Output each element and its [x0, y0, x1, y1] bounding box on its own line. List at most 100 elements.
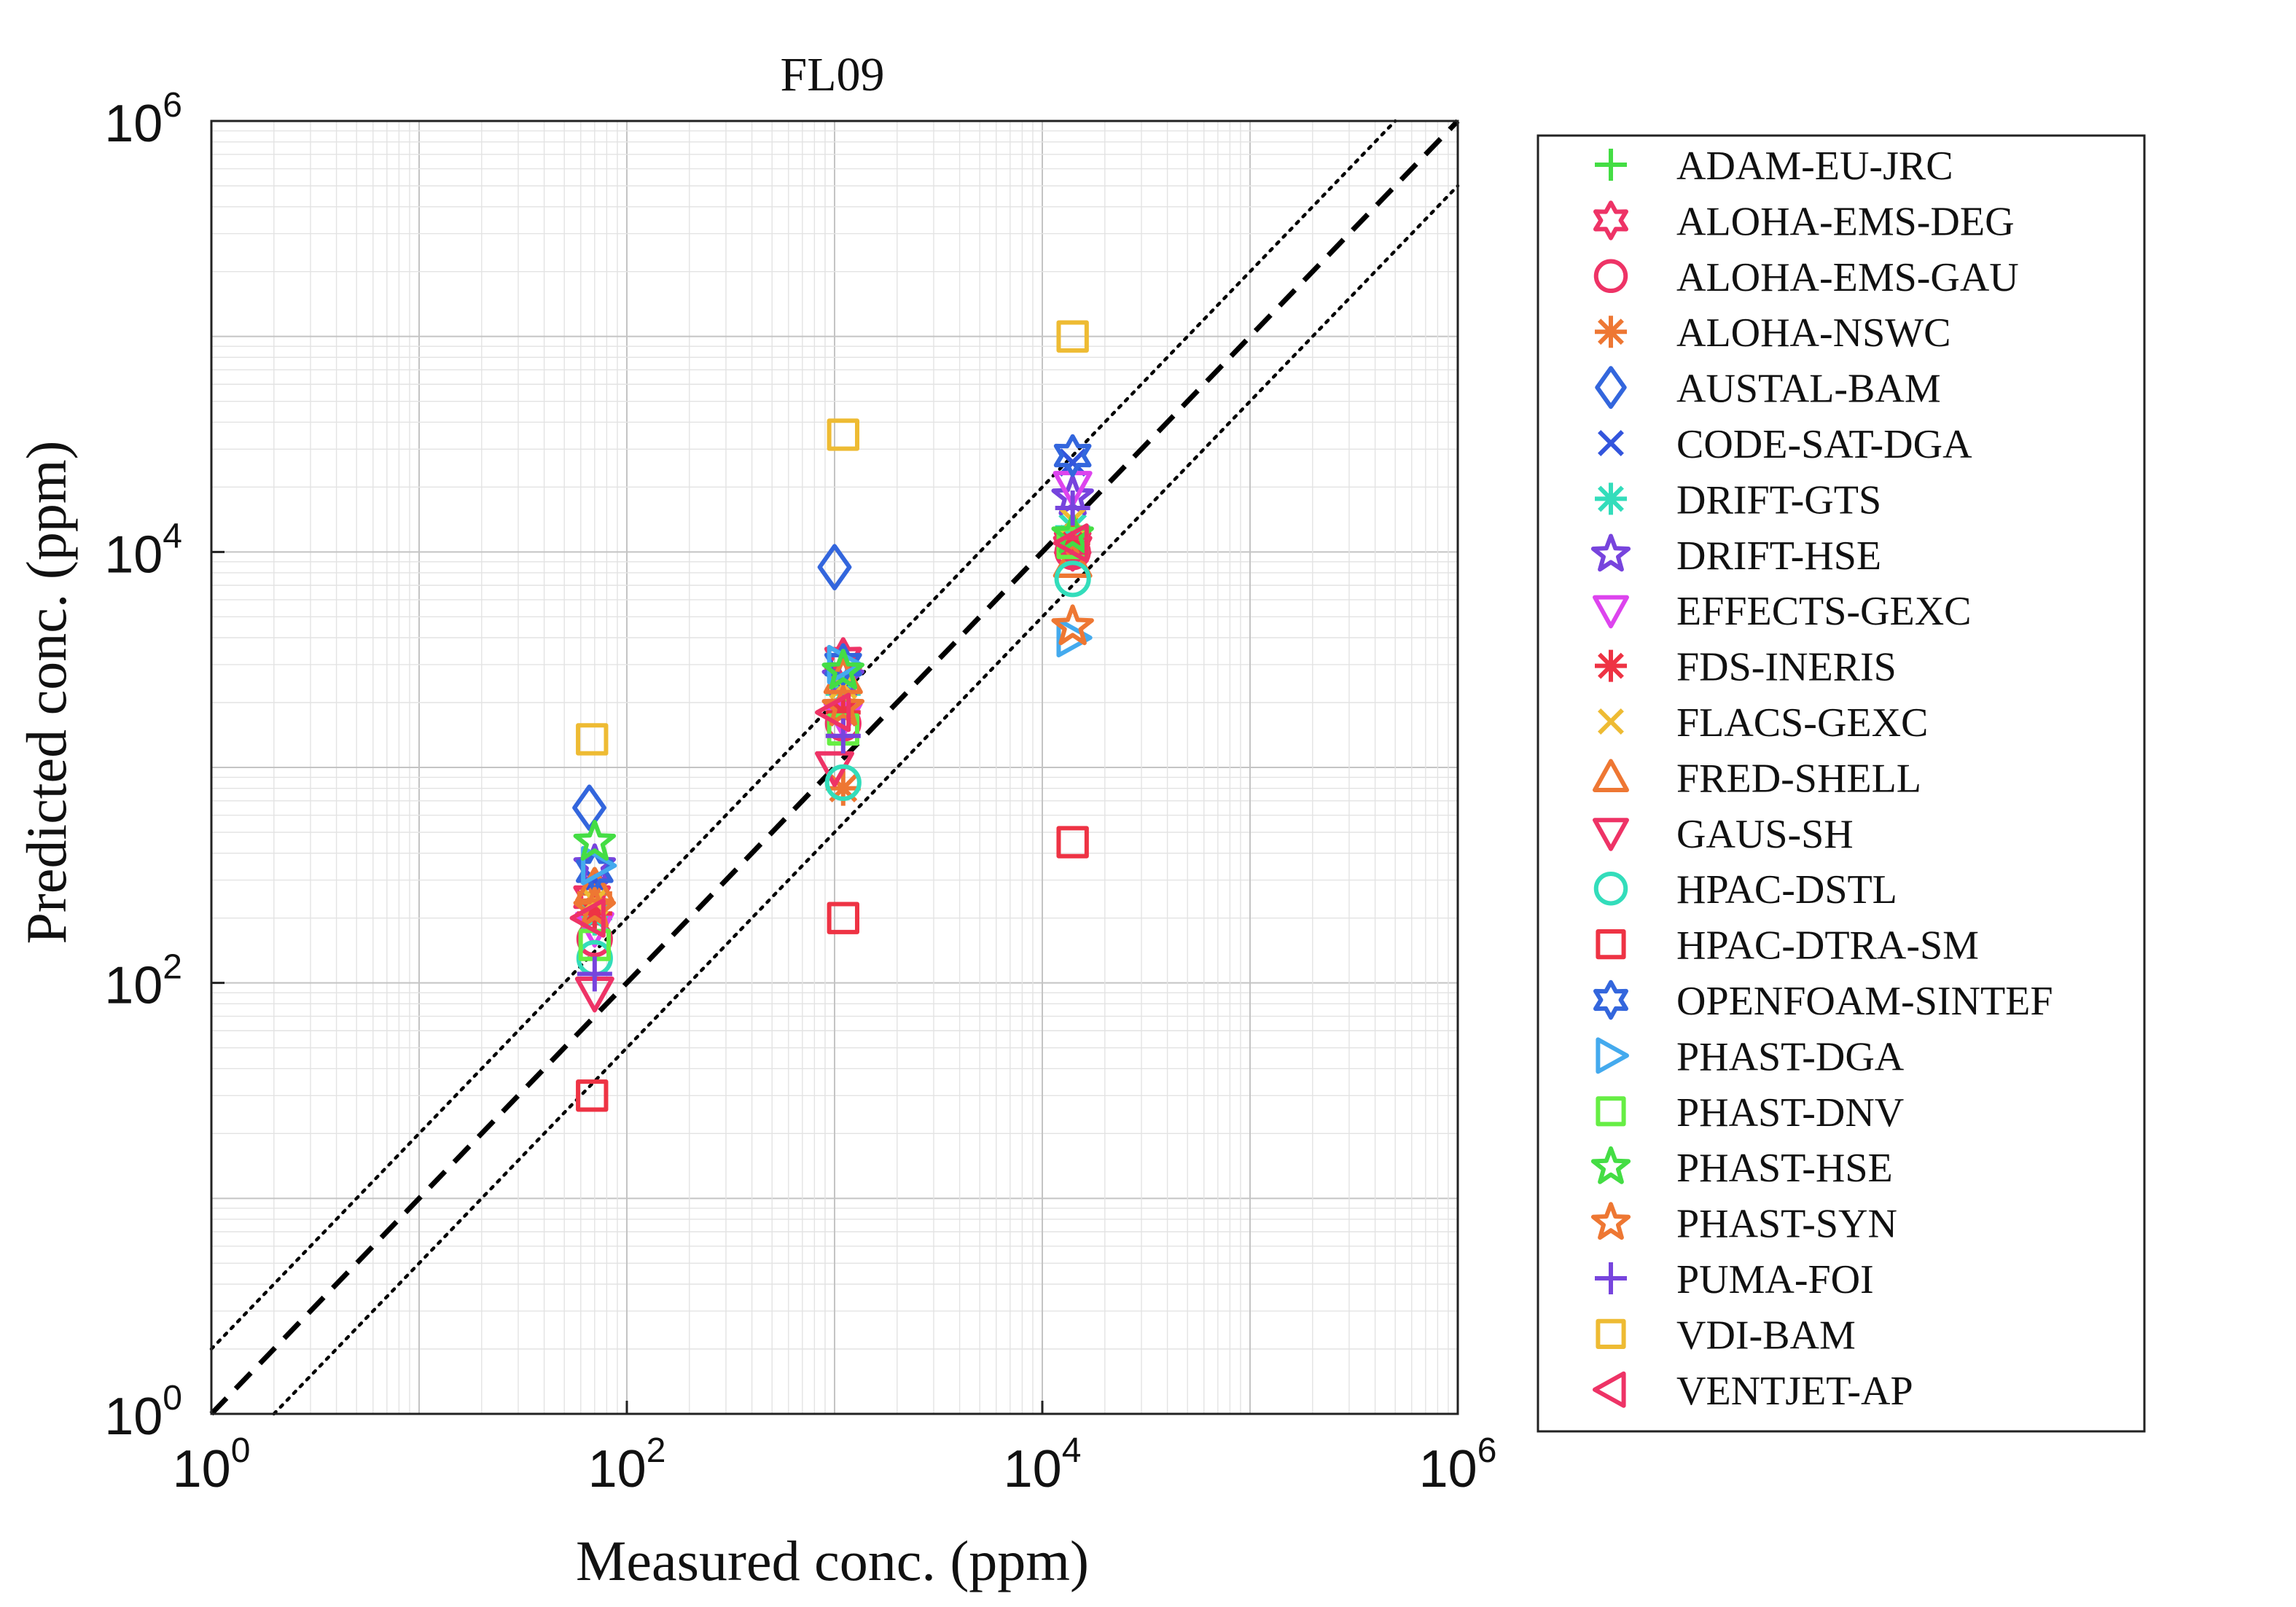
factor-of-two-line: [209, 119, 1397, 1351]
data-point: [821, 649, 864, 690]
plot-frame: [210, 120, 1459, 1415]
legend-marker: [1593, 871, 1628, 906]
legend-marker: [1595, 482, 1627, 515]
legend-label: HPAC-DSTL: [1676, 867, 1897, 912]
data-point: [827, 902, 859, 934]
legend-label: VENTJET-AP: [1676, 1369, 1913, 1414]
legend-marker: [1593, 980, 1628, 1020]
legend-marker: [1595, 1262, 1627, 1294]
legend-label: ALOHA-NSWC: [1676, 310, 1951, 356]
data-point: [824, 764, 862, 801]
legend-marker: [1598, 430, 1624, 456]
legend-marker: [1596, 1096, 1626, 1127]
data-points: [569, 320, 1094, 1112]
legend-label: FDS-INERIS: [1676, 645, 1897, 690]
legend-marker: [1596, 929, 1626, 960]
legend-label: VDI-BAM: [1676, 1313, 1856, 1358]
legend-marker: [1593, 200, 1628, 241]
y-axis-label: Predicted conc. (ppm): [15, 441, 78, 945]
legend-marker: [1590, 1146, 1631, 1184]
y-tick-label: 100: [104, 1379, 182, 1446]
legend-label: GAUS-SH: [1676, 812, 1854, 857]
grid-lines: [211, 121, 1458, 1415]
data-point: [825, 770, 861, 806]
legend-label: ALOHA-EMS-GAU: [1676, 255, 2019, 300]
data-point: [573, 819, 617, 861]
legend-label: PHAST-SYN: [1676, 1202, 1897, 1247]
legend-label: AUSTAL-BAM: [1676, 367, 1941, 412]
data-point: [815, 751, 854, 787]
legend-label: ALOHA-EMS-DEG: [1676, 199, 2015, 244]
legend: ADAM-EU-JRC ALOHA-EMS-DEG ALOHA-EMS-GAU ALO…: [1536, 134, 2146, 1433]
legend-marker: [1598, 708, 1624, 735]
factor-of-two-line: [272, 184, 1460, 1416]
data-point: [569, 898, 606, 938]
legend-box: [1536, 134, 2146, 1433]
legend-label: HPAC-DTRA-SM: [1676, 923, 1979, 969]
legend-label: EFFECTS-GEXC: [1676, 589, 1972, 634]
data-point: [1056, 617, 1093, 657]
data-point: [577, 896, 612, 931]
x-tick-label: 104: [1004, 1431, 1082, 1498]
x-axis-label: Measured conc. (ppm): [576, 1529, 1089, 1592]
data-point: [825, 718, 861, 754]
data-point: [1054, 560, 1091, 598]
one-to-one-line: [209, 119, 1460, 1416]
y-tick-label: 102: [104, 948, 182, 1015]
legend-marker: [1590, 1202, 1631, 1240]
data-point: [574, 867, 614, 903]
data-point: [1056, 826, 1089, 859]
y-tick-label: 104: [104, 517, 182, 584]
data-point: [824, 643, 862, 687]
data-point: [1053, 434, 1092, 477]
x-tick-label: 106: [1419, 1431, 1497, 1498]
data-point: [577, 956, 612, 992]
data-point: [1053, 536, 1093, 572]
data-point: [827, 418, 859, 451]
legend-marker: [1593, 759, 1629, 792]
legend-marker: [1593, 818, 1629, 851]
x-tick-label: 102: [588, 1431, 666, 1498]
data-point: [576, 1079, 609, 1112]
data-point: [573, 886, 617, 928]
data-point: [572, 784, 606, 832]
legend-marker: [1595, 316, 1627, 348]
legend-label: FRED-SHELL: [1676, 756, 1921, 801]
reference-lines: [209, 119, 1460, 1416]
legend-label: PHAST-DNV: [1676, 1090, 1904, 1135]
legend-marker: [1596, 1318, 1626, 1350]
legend-label: OPENFOAM-SINTEF: [1676, 979, 2053, 1024]
data-point: [815, 692, 851, 732]
y-tick-label: 106: [104, 86, 182, 153]
legend-label: FLACS-GEXC: [1676, 700, 1928, 746]
data-point: [1053, 523, 1089, 563]
data-point: [825, 695, 861, 730]
legend-label: PUMA-FOI: [1676, 1257, 1874, 1302]
legend-marker: [1595, 149, 1627, 181]
legend-label: DRIFT-GTS: [1676, 477, 1881, 523]
legend-marker: [1595, 649, 1627, 682]
legend-label: CODE-SAT-DGA: [1676, 422, 1972, 467]
legend-marker: [1596, 1037, 1629, 1074]
legend-marker: [1593, 1371, 1626, 1408]
legend-marker: [1595, 366, 1627, 409]
data-point: [573, 843, 617, 885]
data-point: [581, 845, 617, 885]
x-tick-label: 100: [173, 1431, 251, 1498]
legend-marker: [1590, 533, 1631, 572]
data-point: [821, 685, 864, 726]
legend-label: PHAST-HSE: [1676, 1146, 1893, 1191]
legend-label: ADAM-EU-JRC: [1676, 144, 1953, 189]
legend-label: DRIFT-HSE: [1676, 533, 1881, 579]
data-point: [576, 723, 609, 756]
legend-marker: [1593, 595, 1629, 629]
data-point: [1056, 320, 1089, 353]
data-point: [1051, 604, 1094, 646]
chart-title: FL09: [780, 48, 884, 101]
data-point: [1055, 490, 1090, 525]
data-point: [817, 544, 852, 591]
legend-marker: [1593, 259, 1628, 294]
legend-label: PHAST-DGA: [1676, 1034, 1905, 1079]
